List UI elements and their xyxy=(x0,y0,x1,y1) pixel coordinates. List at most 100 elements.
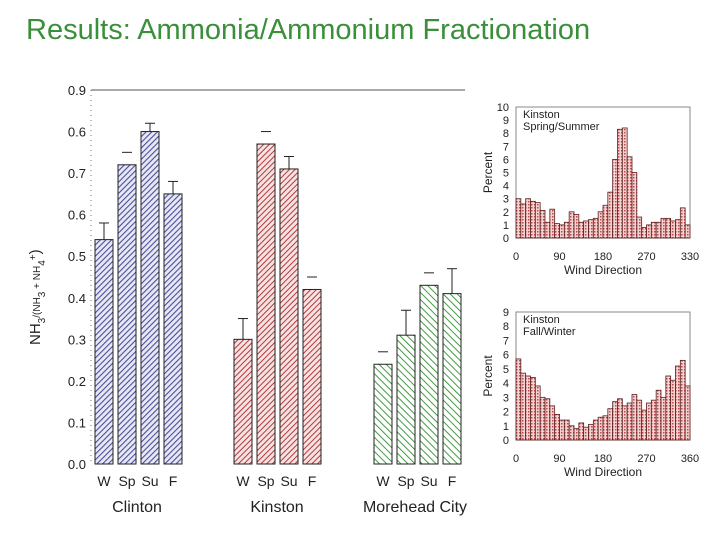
x-tick-label: 180 xyxy=(594,453,612,465)
y-tick-label: 9 xyxy=(503,115,509,127)
wind-bar xyxy=(530,200,536,239)
x-axis-label: Wind Direction xyxy=(564,465,642,479)
panel-legend-line: Spring/Summer xyxy=(523,121,600,133)
wind-bar xyxy=(534,202,541,239)
bar-clinton-su xyxy=(140,131,160,465)
wind-bar xyxy=(655,221,662,239)
wind-bar xyxy=(665,217,672,239)
wind-bar xyxy=(660,396,667,441)
wind-bar xyxy=(602,415,609,441)
y-tick-label: 0.1 xyxy=(68,415,86,430)
season-label: Sp xyxy=(397,473,414,489)
bar-morehead-city-f xyxy=(442,293,462,465)
y-tick-label: 9 xyxy=(503,307,509,319)
wind-bar xyxy=(636,399,643,441)
x-tick-label: 0 xyxy=(513,251,519,263)
wind-bar xyxy=(544,221,551,239)
wind-bar xyxy=(559,419,565,441)
wind-bar xyxy=(670,379,676,441)
site-label: Kinston xyxy=(250,499,303,516)
season-label: Sp xyxy=(257,473,274,489)
wind-bar xyxy=(636,216,643,239)
wind-bar xyxy=(602,204,609,239)
y-tick-label: 1 xyxy=(503,220,509,232)
wind-bar xyxy=(544,398,551,441)
wind-bar xyxy=(525,198,531,239)
y-tick-label: 0.9 xyxy=(68,83,86,98)
wind-bar xyxy=(583,220,589,239)
bar-kinston-f xyxy=(302,288,322,465)
wind-bar xyxy=(626,156,633,239)
x-tick-label: 90 xyxy=(553,453,565,465)
x-tick-label: 360 xyxy=(681,453,699,465)
y-tick-label: 7 xyxy=(503,335,509,347)
y-tick-label: 8 xyxy=(503,128,509,140)
wind-bar xyxy=(655,389,662,441)
bar-clinton-sp xyxy=(117,164,137,465)
x-tick-label: 270 xyxy=(637,251,655,263)
y-tick-label: 0.2 xyxy=(68,374,86,389)
wind-bar xyxy=(520,372,527,441)
y-tick-label: 0 xyxy=(503,435,509,447)
wind-bar xyxy=(583,426,589,441)
wind-bar xyxy=(621,127,628,239)
wind-bar xyxy=(515,358,522,441)
wind-bar xyxy=(592,419,599,441)
y-axis-label: Percent xyxy=(481,355,495,397)
bar-morehead-city-w xyxy=(373,363,393,465)
wind-bar xyxy=(675,365,681,441)
panel-legend-line: Kinston xyxy=(523,109,560,121)
season-label: W xyxy=(376,473,390,489)
y-axis-label: Percent xyxy=(481,151,495,193)
y-tick-label: 0.6 xyxy=(68,208,86,223)
wind-bar xyxy=(665,375,672,441)
wind-bar xyxy=(631,394,638,441)
y-tick-label: 0.3 xyxy=(68,332,86,347)
wind-bar xyxy=(617,398,623,441)
wind-bar xyxy=(588,423,594,441)
y-tick-label: 1 xyxy=(503,421,509,433)
wind-bar xyxy=(617,128,623,239)
season-label: F xyxy=(448,473,457,489)
wind-bar xyxy=(568,425,575,441)
wind-bar xyxy=(568,211,575,239)
y-tick-label: 2 xyxy=(503,207,509,219)
wind-bar xyxy=(520,203,527,239)
wind-bar xyxy=(641,227,647,239)
wind-bar xyxy=(578,221,585,239)
wind-bar xyxy=(621,405,628,441)
season-label: Su xyxy=(141,473,158,489)
x-tick-label: 180 xyxy=(594,251,612,263)
y-axis-label: NH3/(NH3 + NH4+) xyxy=(27,249,48,345)
season-label: Su xyxy=(280,473,297,489)
y-tick-label: 0.7 xyxy=(68,166,86,181)
wind-bar xyxy=(684,385,691,441)
wind-bar xyxy=(670,220,676,239)
wind-bar xyxy=(588,219,594,239)
wind-bar xyxy=(646,224,652,239)
wind-bar xyxy=(675,219,681,239)
site-label: Clinton xyxy=(112,499,162,516)
wind-bar xyxy=(612,158,618,239)
wind-bar xyxy=(563,221,570,239)
season-label: F xyxy=(169,473,178,489)
x-axis-label: Wind Direction xyxy=(564,263,642,277)
y-tick-label: 5 xyxy=(503,364,509,376)
panel-legend-line: Fall/Winter xyxy=(523,326,576,338)
slide-title: Results: Ammonia/Ammonium Fractionation xyxy=(26,14,591,46)
y-tick-label: 0.5 xyxy=(68,249,86,264)
wind-bar xyxy=(539,396,546,441)
site-label: Morehead City xyxy=(363,499,467,516)
main-bar-chart: 0.0 0.1 0.2 0.3 0.4 0.5 0.6 0.7 0.6 0.9 NH3/(NH3 +… xyxy=(27,83,467,516)
y-tick-label: 3 xyxy=(503,392,509,404)
y-tick-label: 6 xyxy=(503,154,509,166)
wind-bar xyxy=(597,211,604,239)
wind-bar xyxy=(679,207,686,239)
bar-clinton-f xyxy=(163,193,183,465)
wind-bar xyxy=(539,210,546,239)
bar-kinston-su xyxy=(279,168,299,465)
x-tick-label: 0 xyxy=(513,453,519,465)
